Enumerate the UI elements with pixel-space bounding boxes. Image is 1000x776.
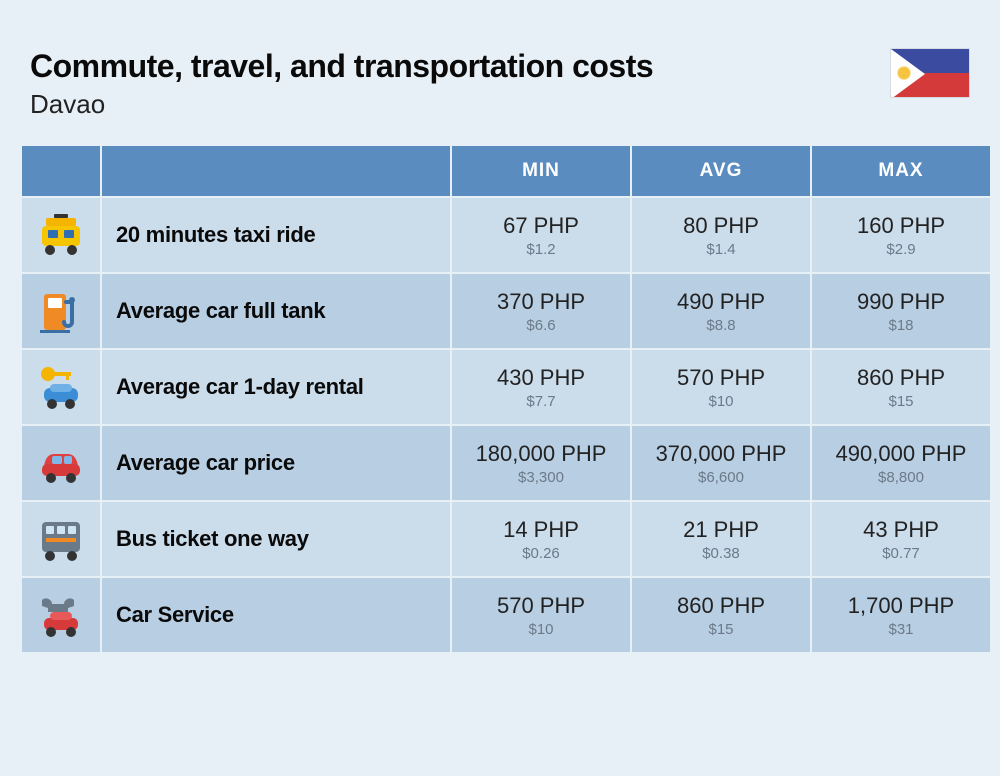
value-max: 43 PHP $0.77: [812, 502, 990, 576]
php-value: 370 PHP: [460, 289, 622, 315]
php-value: 160 PHP: [820, 213, 982, 239]
value-avg: 490 PHP $8.8: [632, 274, 810, 348]
car-key-icon: [22, 350, 100, 424]
row-label: 20 minutes taxi ride: [102, 198, 450, 272]
table-row: Average car 1-day rental 430 PHP $7.7 570 P…: [22, 350, 990, 424]
row-label: Average car full tank: [102, 274, 450, 348]
usd-value: $3,300: [460, 469, 622, 486]
value-max: 990 PHP $18: [812, 274, 990, 348]
usd-value: $15: [820, 393, 982, 410]
header-blank-icon: [22, 146, 100, 196]
header-blank-label: [102, 146, 450, 196]
usd-value: $2.9: [820, 241, 982, 258]
value-min: 180,000 PHP $3,300: [452, 426, 630, 500]
value-avg: 570 PHP $10: [632, 350, 810, 424]
column-header-avg: AVG: [632, 146, 810, 196]
php-value: 570 PHP: [460, 593, 622, 619]
page-title: Commute, travel, and transportation cost…: [30, 48, 890, 85]
table-header-row: MIN AVG MAX: [22, 146, 990, 196]
car-icon: [22, 426, 100, 500]
table-row: Car Service 570 PHP $10 860 PHP $15 1,700 PHP…: [22, 578, 990, 652]
philippines-flag-icon: [890, 48, 970, 98]
fuel-pump-icon: [22, 274, 100, 348]
usd-value: $8.8: [640, 317, 802, 334]
title-block: Commute, travel, and transportation cost…: [30, 48, 890, 120]
value-max: 490,000 PHP $8,800: [812, 426, 990, 500]
usd-value: $1.2: [460, 241, 622, 258]
usd-value: $18: [820, 317, 982, 334]
car-service-icon: [22, 578, 100, 652]
php-value: 490 PHP: [640, 289, 802, 315]
table-row: Average car price 180,000 PHP $3,300 370,00…: [22, 426, 990, 500]
usd-value: $1.4: [640, 241, 802, 258]
value-max: 1,700 PHP $31: [812, 578, 990, 652]
usd-value: $6,600: [640, 469, 802, 486]
php-value: 180,000 PHP: [460, 441, 622, 467]
usd-value: $0.38: [640, 545, 802, 562]
bus-icon: [22, 502, 100, 576]
usd-value: $6.6: [460, 317, 622, 334]
row-label: Average car 1-day rental: [102, 350, 450, 424]
usd-value: $10: [460, 621, 622, 638]
php-value: 43 PHP: [820, 517, 982, 543]
php-value: 860 PHP: [640, 593, 802, 619]
column-header-max: MAX: [812, 146, 990, 196]
php-value: 80 PHP: [640, 213, 802, 239]
php-value: 67 PHP: [460, 213, 622, 239]
value-avg: 860 PHP $15: [632, 578, 810, 652]
value-avg: 21 PHP $0.38: [632, 502, 810, 576]
value-avg: 370,000 PHP $6,600: [632, 426, 810, 500]
table-row: 20 minutes taxi ride 67 PHP $1.2 80 PHP $1.4…: [22, 198, 990, 272]
row-label: Bus ticket one way: [102, 502, 450, 576]
row-label: Car Service: [102, 578, 450, 652]
php-value: 370,000 PHP: [640, 441, 802, 467]
usd-value: $10: [640, 393, 802, 410]
value-min: 67 PHP $1.2: [452, 198, 630, 272]
value-min: 570 PHP $10: [452, 578, 630, 652]
value-min: 430 PHP $7.7: [452, 350, 630, 424]
php-value: 14 PHP: [460, 517, 622, 543]
php-value: 860 PHP: [820, 365, 982, 391]
value-max: 860 PHP $15: [812, 350, 990, 424]
php-value: 21 PHP: [640, 517, 802, 543]
row-label: Average car price: [102, 426, 450, 500]
header: Commute, travel, and transportation cost…: [0, 0, 1000, 144]
usd-value: $7.7: [460, 393, 622, 410]
php-value: 430 PHP: [460, 365, 622, 391]
value-max: 160 PHP $2.9: [812, 198, 990, 272]
php-value: 570 PHP: [640, 365, 802, 391]
costs-table: MIN AVG MAX 20 minutes taxi ride 67 PHP $1…: [20, 144, 992, 654]
table-row: Bus ticket one way 14 PHP $0.26 21 PHP $0.38…: [22, 502, 990, 576]
usd-value: $0.77: [820, 545, 982, 562]
column-header-min: MIN: [452, 146, 630, 196]
usd-value: $8,800: [820, 469, 982, 486]
php-value: 490,000 PHP: [820, 441, 982, 467]
table-row: Average car full tank 370 PHP $6.6 490 PHP $…: [22, 274, 990, 348]
php-value: 1,700 PHP: [820, 593, 982, 619]
page-subtitle: Davao: [30, 89, 890, 120]
taxi-icon: [22, 198, 100, 272]
value-min: 370 PHP $6.6: [452, 274, 630, 348]
php-value: 990 PHP: [820, 289, 982, 315]
usd-value: $15: [640, 621, 802, 638]
usd-value: $0.26: [460, 545, 622, 562]
value-min: 14 PHP $0.26: [452, 502, 630, 576]
value-avg: 80 PHP $1.4: [632, 198, 810, 272]
usd-value: $31: [820, 621, 982, 638]
